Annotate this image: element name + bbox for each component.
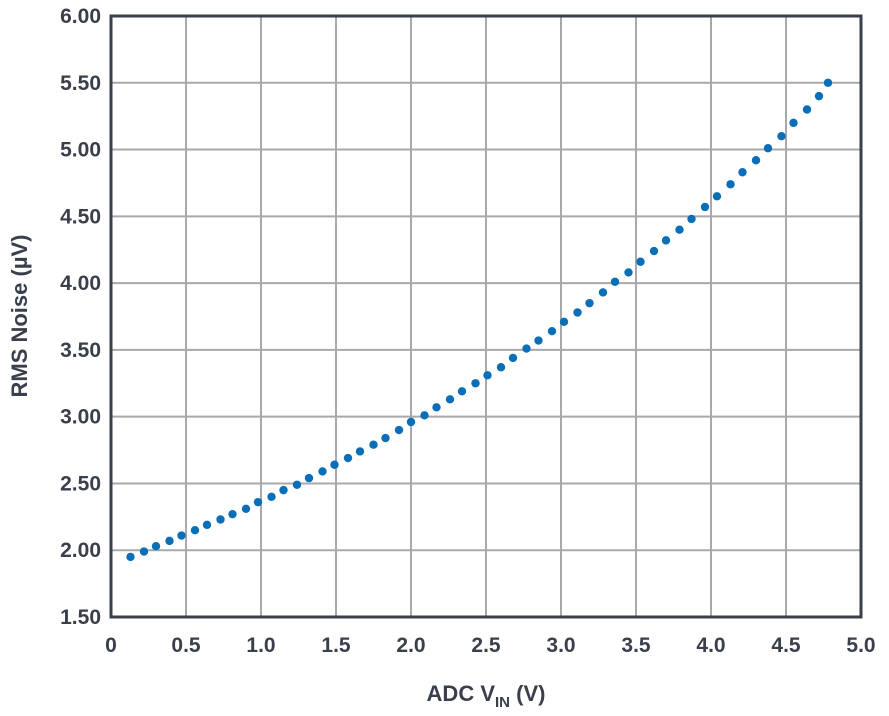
data-point [559,317,569,327]
data-point [610,277,620,286]
data-point [789,118,798,128]
y-tick-label: 1.50 [60,606,101,629]
data-point [802,105,812,114]
data-series [126,78,833,562]
data-point [355,447,365,456]
data-point [151,542,161,551]
data-point [496,363,506,372]
data-point [202,520,212,530]
x-tick-label: 0.5 [171,634,201,657]
x-tick-label: 5.0 [846,634,875,657]
y-tick-label: 6.00 [60,5,101,28]
data-point [661,236,671,245]
data-point [330,460,339,469]
x-tick-label: 4.5 [771,634,801,657]
y-tick-label: 2.00 [60,539,101,562]
data-point [279,485,288,495]
data-point [649,246,659,256]
data-point [139,547,149,556]
data-point [700,202,710,212]
data-point [726,180,735,189]
y-axis-title: RMS Noise (µV) [7,234,32,397]
data-point [534,336,543,345]
x-tick-label: 3.0 [546,634,575,657]
y-tick-label: 2.50 [60,472,101,495]
data-point [636,257,645,266]
data-point [675,225,684,234]
data-point [763,144,773,153]
data-point [420,411,429,420]
x-axis-title: ADC VIN (V) [427,681,546,711]
data-point [471,379,480,388]
data-point [777,132,786,141]
data-point [687,214,696,224]
x-tick-label: 3.5 [621,634,651,657]
y-tick-label: 5.00 [60,139,101,162]
data-point [585,298,594,308]
y-axis-tick-labels: 1.50 2.00 2.50 3.00 3.50 4.00 4.50 5.00 5.50 6.00 [60,5,101,629]
data-point [216,515,225,524]
data-point [624,268,633,277]
y-tick-label: 3.50 [60,339,101,362]
data-point [547,326,557,336]
x-tick-label: 1.5 [321,634,351,657]
data-point [457,387,467,396]
y-tick-label: 4.00 [60,272,101,295]
y-tick-label: 5.50 [60,72,101,95]
data-point [814,91,824,101]
data-point [190,525,200,535]
x-tick-label: 2.5 [471,634,501,657]
grid-lines [111,16,861,617]
data-point [406,417,416,427]
data-point [483,371,492,380]
x-axis-tick-labels: 0 0.5 1.0 1.5 2.0 2.5 3.0 3.5 4.0 4.5 5.0 [105,634,875,657]
data-point [165,536,174,546]
data-point [126,552,135,562]
data-point [318,467,327,476]
data-point [573,308,582,317]
x-tick-label: 4.0 [696,634,725,657]
data-point [823,78,833,87]
data-point [343,453,353,463]
data-point [253,497,263,507]
data-point [369,440,378,449]
x-axis-title-subscript: IN [495,694,510,711]
plot-frame [109,14,863,619]
data-point [267,492,276,501]
data-point [508,353,518,363]
x-axis-title-prefix: ADC V [427,681,496,706]
x-tick-label: 1.0 [246,634,275,657]
data-point [522,344,531,353]
y-tick-label: 4.50 [60,205,101,228]
x-tick-label: 2.0 [396,634,425,657]
x-axis-title-suffix: (V) [510,681,545,706]
data-point [177,531,186,540]
data-point [712,192,722,201]
data-point [241,504,251,514]
data-point [751,156,761,165]
data-point [432,403,441,412]
data-point [304,473,314,483]
data-point [598,288,608,297]
data-point [394,425,404,435]
data-point [228,509,237,519]
x-tick-label: 0 [105,634,117,657]
data-point [445,395,455,404]
data-point [292,480,302,489]
data-point [381,433,390,443]
data-point [738,168,747,177]
y-tick-label: 3.00 [60,406,101,429]
